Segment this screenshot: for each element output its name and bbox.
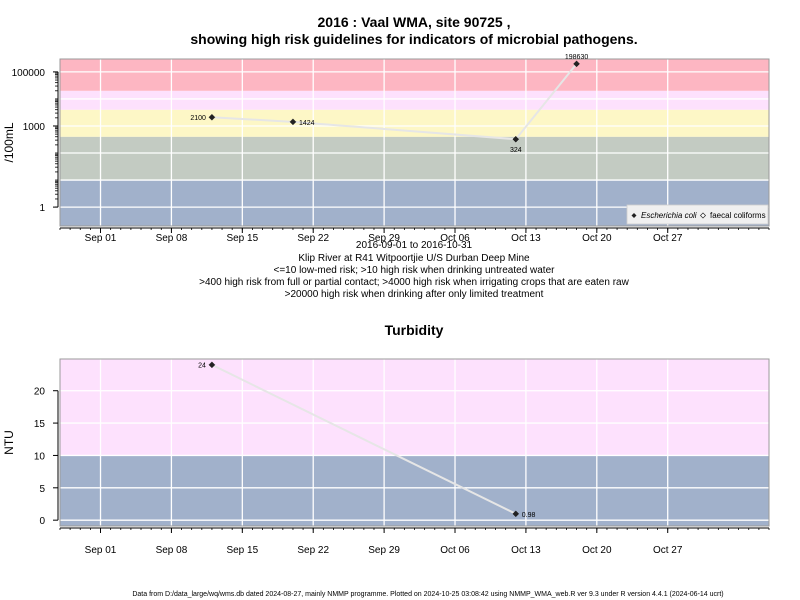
chart1-frame [59,58,770,227]
chart1-x-tick-label: Oct 13 [511,233,541,244]
chart2-x-tick-label: Sep 08 [156,545,188,556]
chart1-x-tick-label: Sep 08 [156,233,188,244]
chart2-x-tick-label: Sep 01 [85,545,117,556]
chart1-data-point [289,118,297,126]
chart1-x-tick-label: Sep 22 [297,233,329,244]
chart2-x-tick-label: Oct 27 [653,545,683,556]
chart1-title: 2016 : Vaal WMA, site 90725 , [318,14,511,30]
chart1-y-tick-label: 1000 [23,122,46,133]
chart1-data-point [512,135,520,143]
chart1-x-tick-label: Oct 06 [440,233,470,244]
chart1-plot: Sep 01 Sep 08 Sep 15 Sep 22 Sep 29 Oct 06 Oct … [2,54,770,244]
chart2-frame [59,358,770,527]
chart1-x-tick-label: Sep 29 [368,233,400,244]
chart1-caption-guideline-1: <=10 low-med risk; >10 high risk when dr… [274,265,556,276]
chart1-y-tick-label: 100000 [12,68,46,79]
chart1-subtitle: showing high risk guidelines for indicat… [190,31,637,47]
chart1-caption-daterange: 2016-09-01 to 2016-10-31 [356,240,473,251]
chart2-y-tick-label: 5 [39,484,45,495]
chart1-legend-marker-open [700,212,706,219]
chart1-legend-box [626,204,769,225]
chart1-x-tick-label: Oct 20 [582,233,612,244]
chart2-x-tick-label: Sep 15 [226,545,258,556]
chart1-legend-label: Escherichia coli [641,211,697,220]
chart2-x-tick-label: Oct 20 [582,545,612,556]
chart1-legend-marker-filled [631,213,637,218]
chart2-data-point [512,510,520,518]
chart1-data-label: 1424 [299,120,315,127]
chart1-caption-guideline-3: >20000 high risk when drinking after onl… [285,289,544,300]
chart1-data-label: 324 [510,147,522,154]
chart1-y-tick-label: 1 [39,203,45,214]
chart1-caption-site: Klip River at R41 Witpoortjie U/S Durban… [298,253,530,264]
chart2-data-label: 0.98 [522,512,536,519]
chart2-risk-band [60,455,769,526]
chart1-data-point [208,113,216,121]
chart2-y-tick-label: 15 [34,419,46,430]
chart2-x-tick-label: Oct 06 [440,545,470,556]
footer-note: Data from D:/data_large/wq/wms.db dated … [132,591,723,598]
chart2-y-tick-label: 20 [34,387,46,398]
chart2-title: Turbidity [385,322,444,338]
chart1-risk-band [60,136,769,181]
chart1-caption-guideline-2: >400 high risk from full or partial cont… [199,277,629,288]
chart2-data-point [208,361,216,369]
chart1-data-label: 198630 [565,54,588,61]
chart1-y-axis-title: /100mL [2,122,16,162]
chart1-x-tick-label: Oct 27 [653,233,683,244]
chart2-y-tick-label: 10 [34,451,46,462]
chart2-y-tick-label: 0 [39,516,45,527]
chart1-risk-band [60,59,769,91]
chart1-data-label: 2100 [190,115,206,122]
chart2-x-tick-label: Sep 29 [368,545,400,556]
chart2-risk-band [60,359,769,456]
chart2-plot: Sep 01 Sep 08 Sep 15 Sep 22 Sep 29 Oct 06 Oct … [2,358,770,556]
chart1-data-point [573,60,580,68]
chart1-legend-label: faecal coliforms [710,211,766,220]
chart2-x-tick-label: Oct 13 [511,545,541,556]
chart2-x-tick-label: Sep 22 [297,545,329,556]
chart2-data-label: 24 [198,362,206,369]
chart1-series-line [211,63,578,141]
chart1-x-tick-label: Sep 15 [226,233,258,244]
chart1-x-tick-label: Sep 01 [85,233,117,244]
chart1-legend: Escherichia coli faecal coliforms [626,204,769,225]
chart2-y-axis-title: NTU [2,430,16,455]
chart2-series-line [211,363,517,515]
chart1-risk-band [60,109,769,137]
chart1-risk-band [60,90,769,110]
